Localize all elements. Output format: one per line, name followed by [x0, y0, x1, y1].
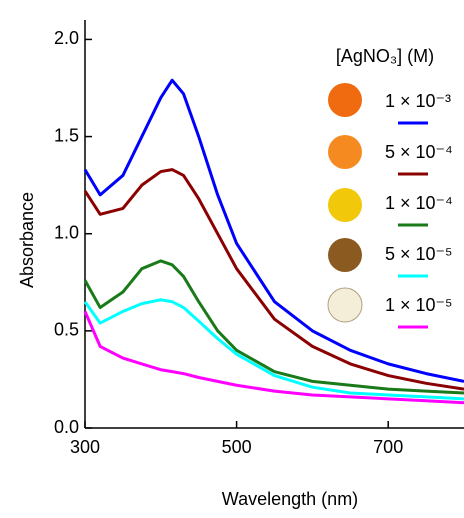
photo	[328, 83, 362, 117]
y-tick-label: 0.0	[54, 417, 79, 437]
legend-label: 1 × 10⁻⁵	[385, 295, 453, 315]
photo	[328, 238, 362, 272]
chart: Absorbance Wavelength (nm) [AgNO₃] (M) 0…	[0, 0, 464, 513]
x-tick-label: 700	[373, 437, 403, 457]
photo	[328, 188, 362, 222]
legend-label: 5 × 10⁻⁵	[385, 244, 453, 264]
y-tick-label: 0.5	[54, 320, 79, 340]
legend-label: 1 × 10⁻⁴	[385, 193, 453, 213]
legend-label: 1 × 10⁻³	[385, 91, 451, 111]
legend-label: 5 × 10⁻⁴	[385, 142, 453, 162]
y-tick-label: 2.0	[54, 28, 79, 48]
sample-photos	[328, 83, 362, 322]
y-axis-label: Absorbance	[17, 192, 37, 288]
y-tick-label: 1.0	[54, 222, 79, 242]
photo	[328, 288, 362, 322]
x-axis-label: Wavelength (nm)	[222, 489, 358, 509]
x-tick-label: 300	[70, 437, 100, 457]
x-tick-label: 500	[222, 437, 252, 457]
y-tick-label: 1.5	[54, 125, 79, 145]
series-line	[85, 80, 464, 381]
legend-title: [AgNO₃] (M)	[336, 46, 434, 66]
photo	[328, 135, 362, 169]
